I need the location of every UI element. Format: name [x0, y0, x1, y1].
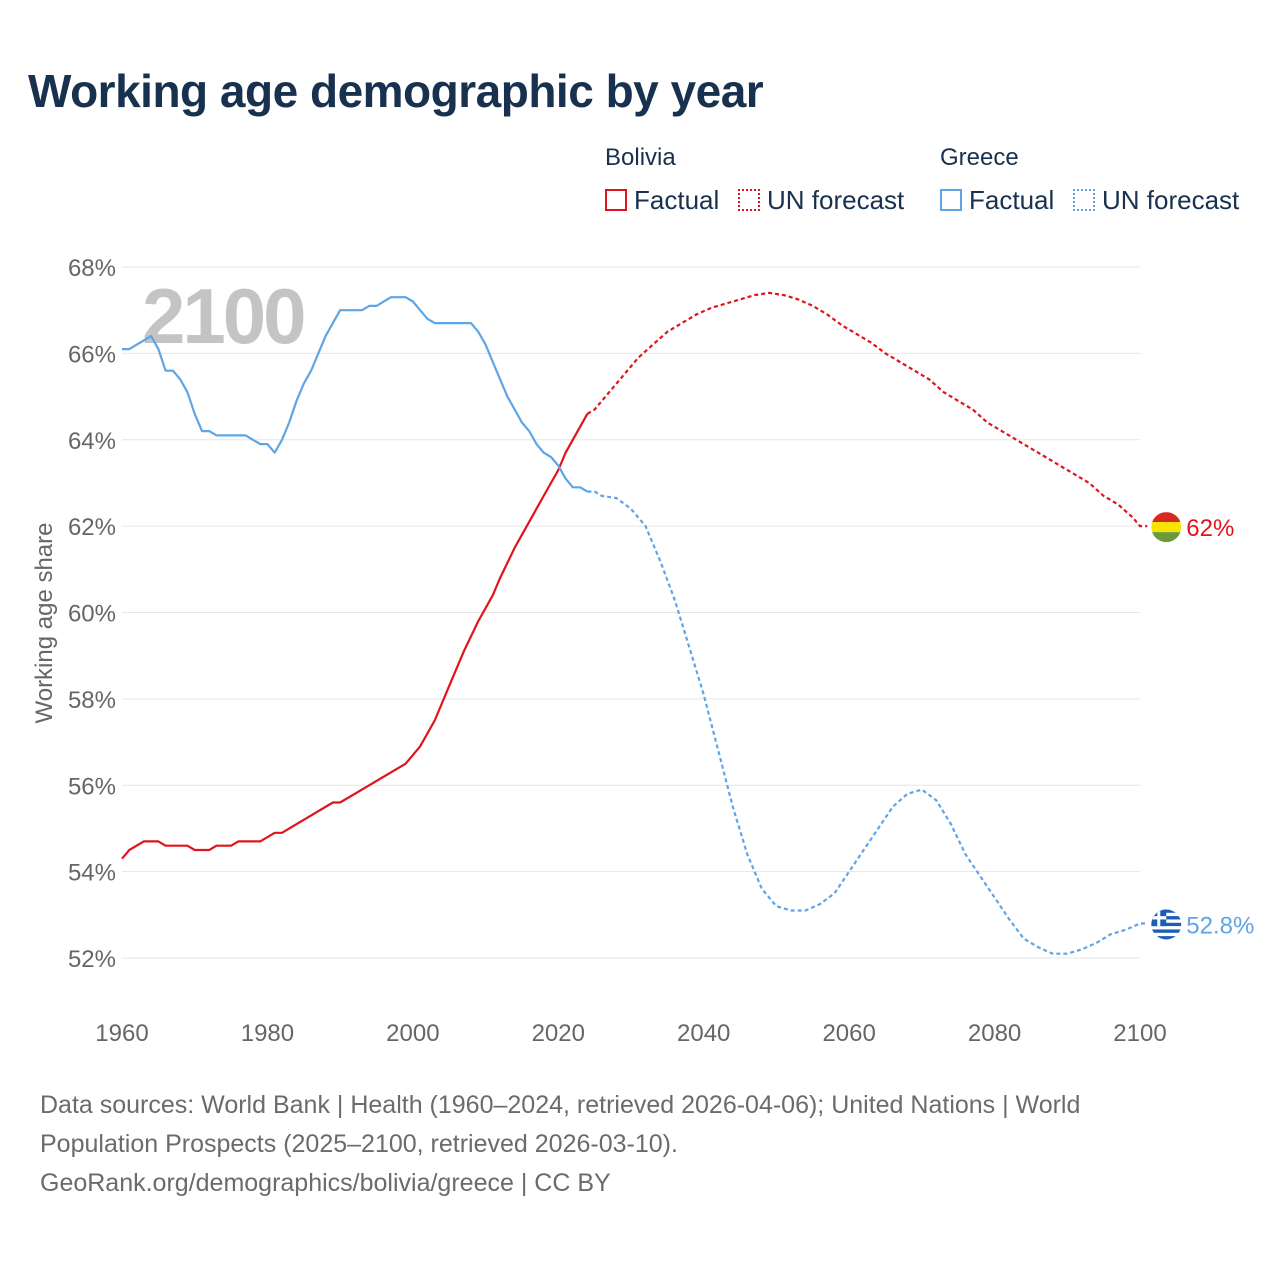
flag-stripe [1151, 929, 1182, 934]
legend-swatch-dotted [1073, 189, 1095, 211]
greece-forecast-line [587, 490, 1148, 955]
data-sources: Data sources: World Bank | Health (1960–… [40, 1086, 1220, 1203]
legend-label: Factual [634, 184, 720, 215]
legend-label: UN forecast [767, 184, 905, 215]
y-tick-label: 54% [68, 860, 116, 887]
sources-line: Population Prospects (2025–2100, retriev… [40, 1130, 678, 1158]
y-tick-label: 66% [68, 341, 116, 368]
y-axis-title: Working age share [31, 523, 58, 724]
y-tick-label: 52% [68, 946, 116, 973]
year-watermark: 2100 [142, 272, 304, 360]
line-chart: 52% 54% 56% 58% 60% 62% 64% 66% 68% 1960 1980 2000 2… [31, 255, 1254, 1047]
flag-stripe [1151, 512, 1182, 523]
x-tick-label: 2020 [532, 1020, 585, 1047]
legend-swatch-solid [605, 189, 627, 211]
sources-link[interactable]: GeoRank.org/demographics/bolivia/greece … [40, 1169, 611, 1197]
sources-line: Data sources: World Bank | Health (1960–… [40, 1091, 1081, 1119]
y-tick-label: 68% [68, 255, 116, 282]
legend-bolivia-factual[interactable]: Factual [605, 184, 719, 216]
x-tick-label: 1980 [241, 1020, 294, 1047]
greece-factual-line [122, 296, 588, 493]
x-tick-label: 1960 [95, 1020, 148, 1047]
legend-country-bolivia: Bolivia [605, 144, 676, 171]
legend-greece-factual[interactable]: Factual [940, 184, 1054, 216]
legend-swatch-solid [940, 189, 962, 211]
legend-label: UN forecast [1102, 184, 1240, 215]
x-tick-label: 2100 [1113, 1020, 1166, 1047]
x-tick-label: 2080 [968, 1020, 1021, 1047]
bolivia-forecast-line [586, 291, 1148, 528]
flag-cross [1151, 916, 1167, 920]
legend-label: Factual [969, 184, 1055, 215]
flag-stripe [1151, 926, 1182, 930]
flag-stripe [1151, 522, 1182, 533]
legend-greece-forecast[interactable]: UN forecast [1073, 184, 1239, 216]
x-tick-label: 2000 [386, 1020, 439, 1047]
y-tick-label: 60% [68, 601, 116, 628]
legend-swatch-dotted [738, 189, 760, 211]
greece-flag-icon [1151, 909, 1182, 940]
greece-end-label: 52.8% [1186, 912, 1254, 939]
flag-stripe [1151, 532, 1182, 543]
y-tick-label: 56% [68, 773, 116, 800]
legend-country-greece: Greece [940, 144, 1019, 171]
y-tick-label: 58% [68, 687, 116, 714]
bolivia-flag-icon [1151, 512, 1182, 543]
y-tick-label: 62% [68, 514, 116, 541]
bolivia-factual-line [121, 413, 589, 860]
legend-bolivia-forecast[interactable]: UN forecast [738, 184, 904, 216]
flag-stripe [1151, 932, 1182, 937]
flag-stripe [1151, 936, 1182, 940]
chart-title: Working age demographic by year [28, 65, 764, 117]
x-tick-label: 2040 [677, 1020, 730, 1047]
bolivia-end-label: 62% [1186, 515, 1234, 542]
y-tick-label: 64% [68, 428, 116, 455]
x-tick-label: 2060 [822, 1020, 875, 1047]
